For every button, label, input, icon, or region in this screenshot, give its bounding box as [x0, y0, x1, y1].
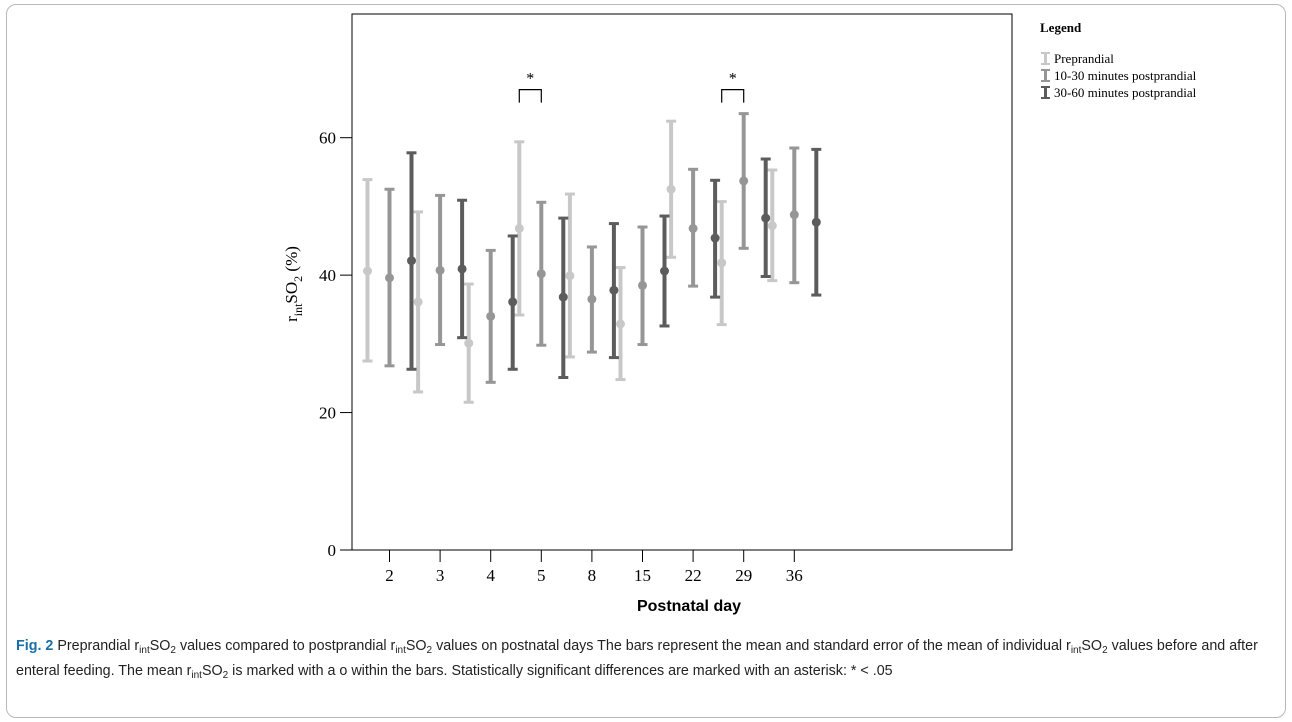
x-tick-label: 8	[588, 566, 597, 585]
errorbar-swatch-icon	[1040, 52, 1050, 65]
mean-marker	[435, 265, 445, 275]
mean-marker	[457, 264, 467, 274]
x-tick-label: 29	[735, 566, 752, 585]
mean-marker	[385, 273, 394, 283]
x-tick-label: 3	[436, 566, 445, 585]
mean-marker	[413, 297, 423, 307]
mean-marker	[565, 271, 575, 281]
plot-area	[351, 13, 1013, 551]
legend-item-10-30: 10-30 minutes postprandial	[1040, 67, 1196, 84]
mean-marker	[558, 292, 568, 302]
mean-marker	[739, 176, 749, 186]
x-tick-label: 5	[537, 566, 546, 585]
y-tick-label: 60	[319, 129, 336, 148]
mean-marker	[789, 210, 799, 220]
legend-title: Legend	[1040, 20, 1082, 35]
significance-asterisk: *	[526, 71, 534, 88]
mean-marker	[761, 213, 771, 223]
mean-marker	[638, 280, 647, 290]
x-tick-label: 22	[685, 566, 702, 585]
x-tick-label: 2	[385, 566, 394, 585]
legend-label: Preprandial	[1054, 50, 1114, 66]
mean-marker	[514, 223, 524, 233]
y-tick-label: 20	[319, 404, 336, 423]
mean-marker	[767, 221, 777, 231]
mean-marker	[464, 338, 474, 348]
mean-marker	[508, 297, 518, 307]
x-tick-label: 36	[786, 566, 803, 585]
x-tick-label: 4	[486, 566, 495, 585]
mean-marker	[609, 285, 619, 295]
mean-marker	[616, 319, 625, 329]
mean-marker	[407, 256, 416, 266]
mean-marker	[811, 217, 821, 227]
mean-marker	[363, 266, 372, 276]
x-axis-label: Postnatal day	[637, 598, 741, 615]
significance-bracket	[721, 88, 745, 103]
legend-item-30-60: 30-60 minutes postprandial	[1040, 84, 1196, 101]
figure-caption: Fig. 2 Preprandial rintSO2 values compar…	[16, 638, 1258, 681]
mean-marker	[660, 266, 669, 276]
legend-label: 30-60 minutes postprandial	[1054, 84, 1197, 100]
figure-frame	[6, 4, 1286, 718]
legend-item-preprandial: Preprandial	[1040, 50, 1196, 67]
legend-label: 10-30 minutes postprandial	[1054, 67, 1197, 83]
significance-asterisk: *	[729, 71, 737, 88]
mean-marker	[486, 311, 496, 321]
mean-marker	[666, 184, 676, 194]
x-tick-label: 15	[634, 566, 651, 585]
y-tick-label: 0	[328, 541, 337, 560]
errorbar-swatch-icon	[1040, 69, 1050, 82]
errorbar-swatch-icon	[1040, 86, 1050, 99]
mean-marker	[717, 258, 727, 268]
y-tick-label: 40	[319, 266, 336, 285]
figure-label: Fig. 2	[16, 638, 54, 654]
y-axis-label: rintSO2 (%)	[282, 246, 305, 322]
legend: Legend Preprandial 10-30 minutes postpra…	[1040, 20, 1196, 101]
error-bar-chart: 0 20 40 60 2 3 4 5 8 15 22 29 36 Postnatal day rintSO2…	[282, 13, 1013, 615]
significance-bracket	[518, 88, 542, 103]
mean-marker	[587, 294, 597, 304]
mean-marker	[688, 223, 698, 233]
mean-marker	[536, 269, 546, 279]
mean-marker	[710, 233, 720, 243]
